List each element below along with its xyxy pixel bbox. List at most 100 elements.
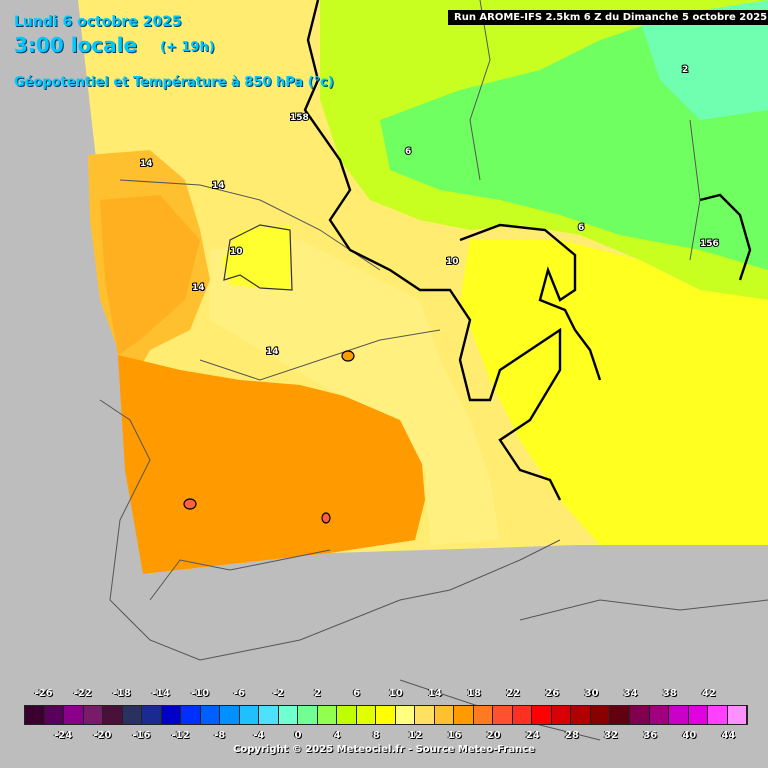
legend-swatch	[669, 706, 689, 724]
legend-swatch	[317, 706, 338, 724]
legend-swatch	[610, 706, 630, 724]
legend-swatch	[551, 706, 572, 724]
legend-bottom-value: -16	[132, 730, 151, 741]
temp-label-6-a: 6	[405, 147, 411, 157]
legend-top-value: -22	[73, 688, 92, 699]
legend-swatch	[278, 706, 299, 724]
legend-swatch	[649, 706, 670, 724]
temp-label-6-b: 6	[578, 223, 584, 233]
legend-swatch	[259, 706, 279, 724]
temp-zone-yellow-east	[460, 240, 768, 545]
legend-bottom-value: -12	[171, 730, 190, 741]
legend-swatch	[200, 706, 221, 724]
run-info: Run AROME-IFS 2.5km 6 Z du Dimanche 5 oc…	[448, 10, 768, 25]
legend-swatch	[181, 706, 201, 724]
legend-swatch	[395, 706, 416, 724]
legend-top-value: 26	[545, 688, 560, 699]
legend-swatch	[434, 706, 455, 724]
legend-swatch	[122, 706, 143, 724]
legend-top-value: 22	[506, 688, 521, 699]
legend-bottom-value: -24	[54, 730, 73, 741]
legend-bottom-value: 40	[682, 730, 697, 741]
country-borders-bold	[303, 0, 752, 501]
forecast-date: Lundi 6 octobre 2025	[14, 14, 182, 30]
temp-label-10-b: 10	[446, 257, 459, 267]
legend-swatch	[64, 706, 84, 724]
legend-swatch	[220, 706, 240, 724]
temp-zone-pale-central	[210, 240, 500, 545]
legend-bottom-value: -4	[253, 730, 265, 741]
map-labels: 158 156 14 14 10 14 14 10 6 6 2	[139, 64, 720, 358]
temp-label-10-a: 10	[230, 247, 243, 257]
legend-swatch	[239, 706, 260, 724]
legend-top-value: -2	[272, 688, 284, 699]
legend-bottom-value: 0	[294, 730, 302, 741]
temp-zone-orange-south	[118, 355, 425, 574]
temp-zone-yellow-inner	[222, 225, 290, 290]
legend-bottom-value: 32	[604, 730, 618, 741]
legend-swatch	[415, 706, 435, 724]
color-legend: -26 -22 -18 -14 -10 -6 -2 2 6 10 14 18 22 26 30 34 38 42 …	[24, 688, 748, 748]
legend-top-value: 2	[314, 688, 321, 699]
legend-bottom-value: -8	[214, 730, 226, 741]
temp-label-2: 2	[682, 65, 688, 75]
legend-bottom-value: 8	[372, 730, 380, 741]
parameter-title: Géopotentiel et Température à 850 hPa (°…	[14, 75, 334, 90]
temp-label-14-c: 14	[192, 283, 205, 293]
legend-swatch	[298, 706, 318, 724]
legend-swatch	[142, 706, 162, 724]
legend-swatch	[688, 706, 709, 724]
legend-bottom-value: 12	[408, 730, 423, 741]
legend-top-value: 6	[353, 688, 361, 699]
legend-bottom-value: -20	[93, 730, 112, 741]
legend-swatch	[473, 706, 494, 724]
legend-swatch	[25, 706, 45, 724]
border-lines	[99, 0, 768, 741]
legend-bottom-value: 20	[486, 730, 501, 741]
copyright: Copyright © 2025 Meteociel.fr - Source M…	[233, 744, 535, 755]
legend-top-value: -14	[151, 688, 171, 699]
legend-swatch	[356, 706, 377, 724]
legend-swatch	[454, 706, 474, 724]
legend-swatch	[83, 706, 104, 724]
temp-label-14-d: 14	[266, 347, 279, 357]
legend-top-value: 38	[662, 688, 677, 699]
legend-top-value: 10	[388, 688, 403, 699]
temp-zone-cyan-ne	[640, 0, 768, 120]
legend-bottom-value: 28	[564, 730, 579, 741]
legend-swatch	[708, 706, 728, 724]
temp-label-14-b: 14	[212, 181, 225, 191]
legend-bottom-value: 24	[525, 730, 540, 741]
geopotential-label-156: 156	[700, 239, 719, 249]
contour-islands	[183, 224, 355, 524]
legend-bottom-values: -24 -20 -16 -12 -8 -4 0 4 8 12 16 20 24 28 32 36 40 44	[24, 730, 748, 742]
legend-top-value: 30	[584, 688, 599, 699]
legend-swatch	[590, 706, 611, 724]
legend-bottom-value: 4	[333, 730, 341, 741]
legend-bottom-value: 16	[447, 730, 462, 741]
legend-swatch	[571, 706, 591, 724]
legend-bottom-value: 44	[721, 730, 736, 741]
geopotential-label-158: 158	[290, 113, 309, 123]
temp-zone-orange-mid	[100, 195, 200, 355]
legend-swatch	[727, 706, 748, 724]
legend-swatch	[493, 706, 513, 724]
legend-swatch	[103, 706, 123, 724]
legend-swatch	[512, 706, 533, 724]
legend-swatch	[44, 706, 65, 724]
legend-swatch	[629, 706, 650, 724]
legend-swatch	[161, 706, 182, 724]
forecast-offset: (+ 19h)	[160, 40, 215, 55]
legend-top-value: 34	[623, 688, 638, 699]
legend-top-value: -10	[191, 688, 210, 699]
temp-label-14-a: 14	[140, 159, 153, 169]
legend-top-value: 14	[427, 688, 442, 699]
legend-top-values: -26 -22 -18 -14 -10 -6 -2 2 6 10 14 18 22 26 30 34 38 42	[24, 688, 748, 700]
legend-top-value: 42	[701, 688, 716, 699]
legend-bottom-value: 36	[643, 730, 658, 741]
legend-swatch	[532, 706, 552, 724]
legend-top-value: -18	[112, 688, 131, 699]
legend-swatch	[376, 706, 396, 724]
legend-swatch	[337, 706, 357, 724]
